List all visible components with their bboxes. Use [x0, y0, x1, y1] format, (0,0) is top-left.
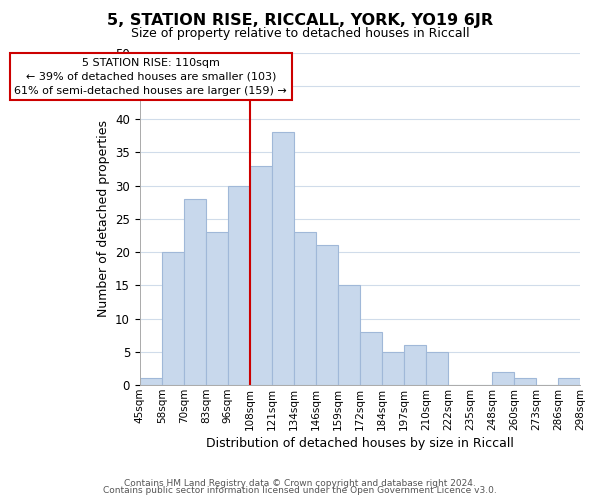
- Bar: [162, 252, 184, 385]
- Bar: [558, 378, 580, 385]
- X-axis label: Distribution of detached houses by size in Riccall: Distribution of detached houses by size …: [206, 437, 514, 450]
- Text: 5, STATION RISE, RICCALL, YORK, YO19 6JR: 5, STATION RISE, RICCALL, YORK, YO19 6JR: [107, 12, 493, 28]
- Text: 5 STATION RISE: 110sqm
← 39% of detached houses are smaller (103)
61% of semi-de: 5 STATION RISE: 110sqm ← 39% of detached…: [14, 58, 287, 96]
- Bar: [360, 332, 382, 385]
- Bar: [250, 166, 272, 385]
- Bar: [184, 199, 206, 385]
- Bar: [294, 232, 316, 385]
- Bar: [140, 378, 162, 385]
- Bar: [382, 352, 404, 385]
- Bar: [514, 378, 536, 385]
- Text: Size of property relative to detached houses in Riccall: Size of property relative to detached ho…: [131, 28, 469, 40]
- Bar: [228, 186, 250, 385]
- Bar: [426, 352, 448, 385]
- Bar: [338, 286, 360, 385]
- Y-axis label: Number of detached properties: Number of detached properties: [97, 120, 110, 318]
- Bar: [316, 246, 338, 385]
- Text: Contains public sector information licensed under the Open Government Licence v3: Contains public sector information licen…: [103, 486, 497, 495]
- Bar: [272, 132, 294, 385]
- Text: Contains HM Land Registry data © Crown copyright and database right 2024.: Contains HM Land Registry data © Crown c…: [124, 478, 476, 488]
- Bar: [404, 345, 426, 385]
- Bar: [206, 232, 228, 385]
- Bar: [492, 372, 514, 385]
